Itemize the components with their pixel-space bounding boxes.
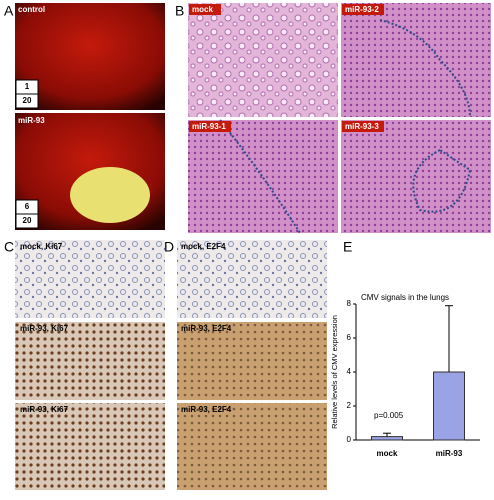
caption: miR-93-1 — [192, 122, 226, 131]
photo — [188, 120, 338, 233]
chart-title: CMV signals in the lungs — [361, 293, 449, 302]
tumor-outline — [219, 19, 472, 234]
panel-label: D — [164, 239, 174, 255]
panel-e: E CMV signals in the lungs Relative leve… — [330, 239, 480, 458]
panel-label: B — [175, 3, 184, 19]
y-tick-label: 6 — [347, 333, 352, 342]
photo — [341, 3, 491, 117]
count: 6 — [25, 202, 30, 211]
y-tick-label: 0 — [347, 435, 352, 444]
panel-b: B mock miR-93-2 miR-93-1 miR-93-3 — [175, 3, 491, 234]
photo — [188, 3, 338, 117]
panel-a: A control miR-93 1 20 6 20 — [4, 3, 165, 230]
bar — [433, 371, 465, 441]
photo — [177, 403, 327, 490]
photo — [15, 403, 165, 490]
y-tick-label: 4 — [347, 367, 352, 376]
panel-label: E — [343, 239, 352, 255]
caption: mock, Ki67 — [20, 242, 63, 251]
caption: miR-93, Ki67 — [20, 324, 69, 333]
caption: miR-93, Ki67 — [20, 405, 69, 414]
panel-label: A — [4, 3, 14, 19]
caption: miR-93-2 — [345, 5, 379, 14]
annotation: p=0.005 — [374, 411, 404, 420]
x-tick-label: miR-93 — [436, 449, 463, 458]
caption: miR-93, E2F4 — [181, 324, 232, 333]
caption: miR-93, E2F4 — [181, 405, 232, 414]
caption: mock, E2F4 — [181, 242, 226, 251]
caption: mock — [192, 5, 213, 14]
tumor — [70, 167, 150, 223]
count: 1 — [25, 82, 30, 91]
panel-label: C — [4, 239, 14, 255]
x-tick-label: mock — [377, 449, 398, 458]
photo — [177, 322, 327, 400]
photo — [15, 240, 165, 318]
y-tick-label: 8 — [347, 299, 352, 308]
bar — [371, 436, 403, 441]
photo — [15, 322, 165, 400]
panel-c: C mock, Ki67 miR-93, Ki67 miR-93, Ki67 — [4, 239, 165, 490]
photo — [341, 120, 491, 233]
y-axis-label: Relative levels of CMV expression — [330, 315, 339, 429]
caption: control — [18, 5, 45, 14]
count: 20 — [23, 216, 32, 225]
caption: miR-93-3 — [345, 122, 379, 131]
panel-d: D mock, E2F4 miR-93, E2F4 miR-93, E2F4 — [164, 239, 327, 490]
count: 20 — [23, 96, 32, 105]
photo — [15, 3, 165, 110]
caption: miR-93 — [18, 116, 45, 125]
photo — [177, 240, 327, 318]
y-tick-label: 2 — [347, 401, 352, 410]
